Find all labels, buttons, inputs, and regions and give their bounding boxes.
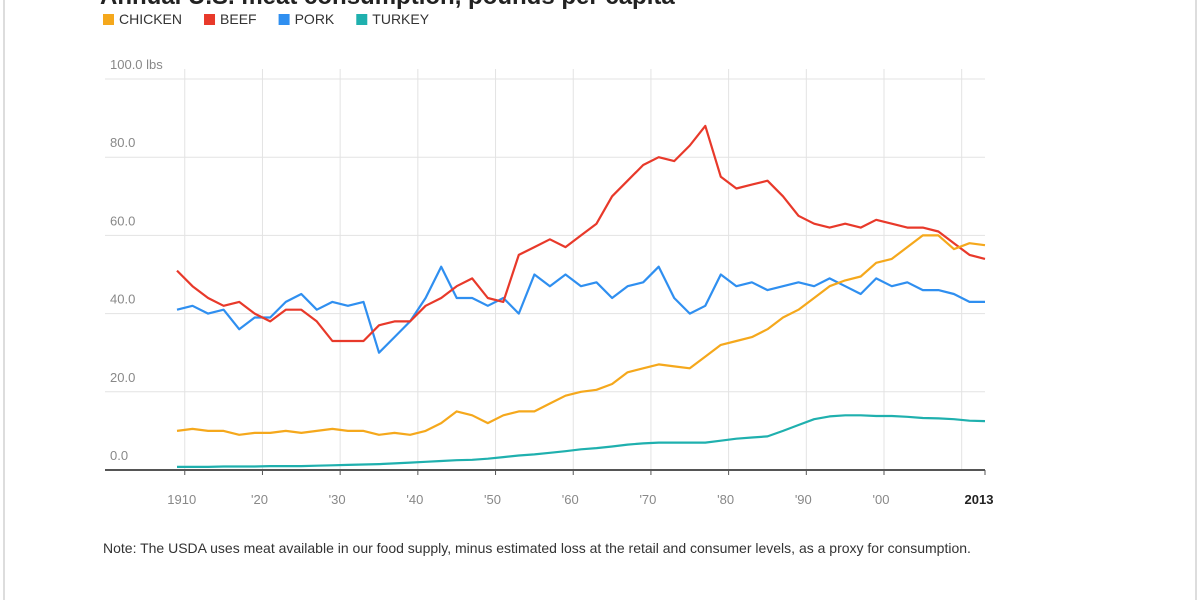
note: Note: The USDA uses meat available in ou… xyxy=(103,540,971,556)
x-tick-label: 2013 xyxy=(965,492,994,507)
legend-label: CHICKEN xyxy=(119,11,182,27)
x-tick-label: '50 xyxy=(484,492,501,507)
legend-swatch xyxy=(278,14,290,25)
x-tick-label: '90 xyxy=(795,492,812,507)
legend-swatch xyxy=(204,14,216,25)
chart-title: Annual U.S. meat consumption, pounds per… xyxy=(100,0,675,10)
y-tick-label: 60.0 xyxy=(110,213,135,228)
legend-swatch xyxy=(356,14,368,25)
x-tick-label: '80 xyxy=(717,492,734,507)
legend-label: PORK xyxy=(295,11,335,27)
x-tick-label: '30 xyxy=(329,492,346,507)
series-line xyxy=(177,414,986,468)
x-tick-label: 1910 xyxy=(167,492,196,507)
x-tick-label: '20 xyxy=(251,492,268,507)
y-tick-label: 0.0 xyxy=(110,448,128,463)
y-tick-label: 100.0 lbs xyxy=(110,57,163,72)
legend-label: TURKEY xyxy=(372,11,429,27)
x-tick-label: '70 xyxy=(639,492,656,507)
series-line xyxy=(176,124,986,343)
x-tick-label: '00 xyxy=(873,492,890,507)
series-line xyxy=(176,265,985,354)
y-tick-label: 20.0 xyxy=(110,370,135,385)
y-tick-label: 40.0 xyxy=(110,292,135,307)
y-tick-label: 80.0 xyxy=(110,135,135,150)
legend-swatch xyxy=(103,14,114,25)
x-tick-label: '60 xyxy=(562,492,579,507)
series-line xyxy=(176,234,986,436)
legend-label: BEEF xyxy=(220,11,257,27)
x-tick-label: '40 xyxy=(406,492,423,507)
